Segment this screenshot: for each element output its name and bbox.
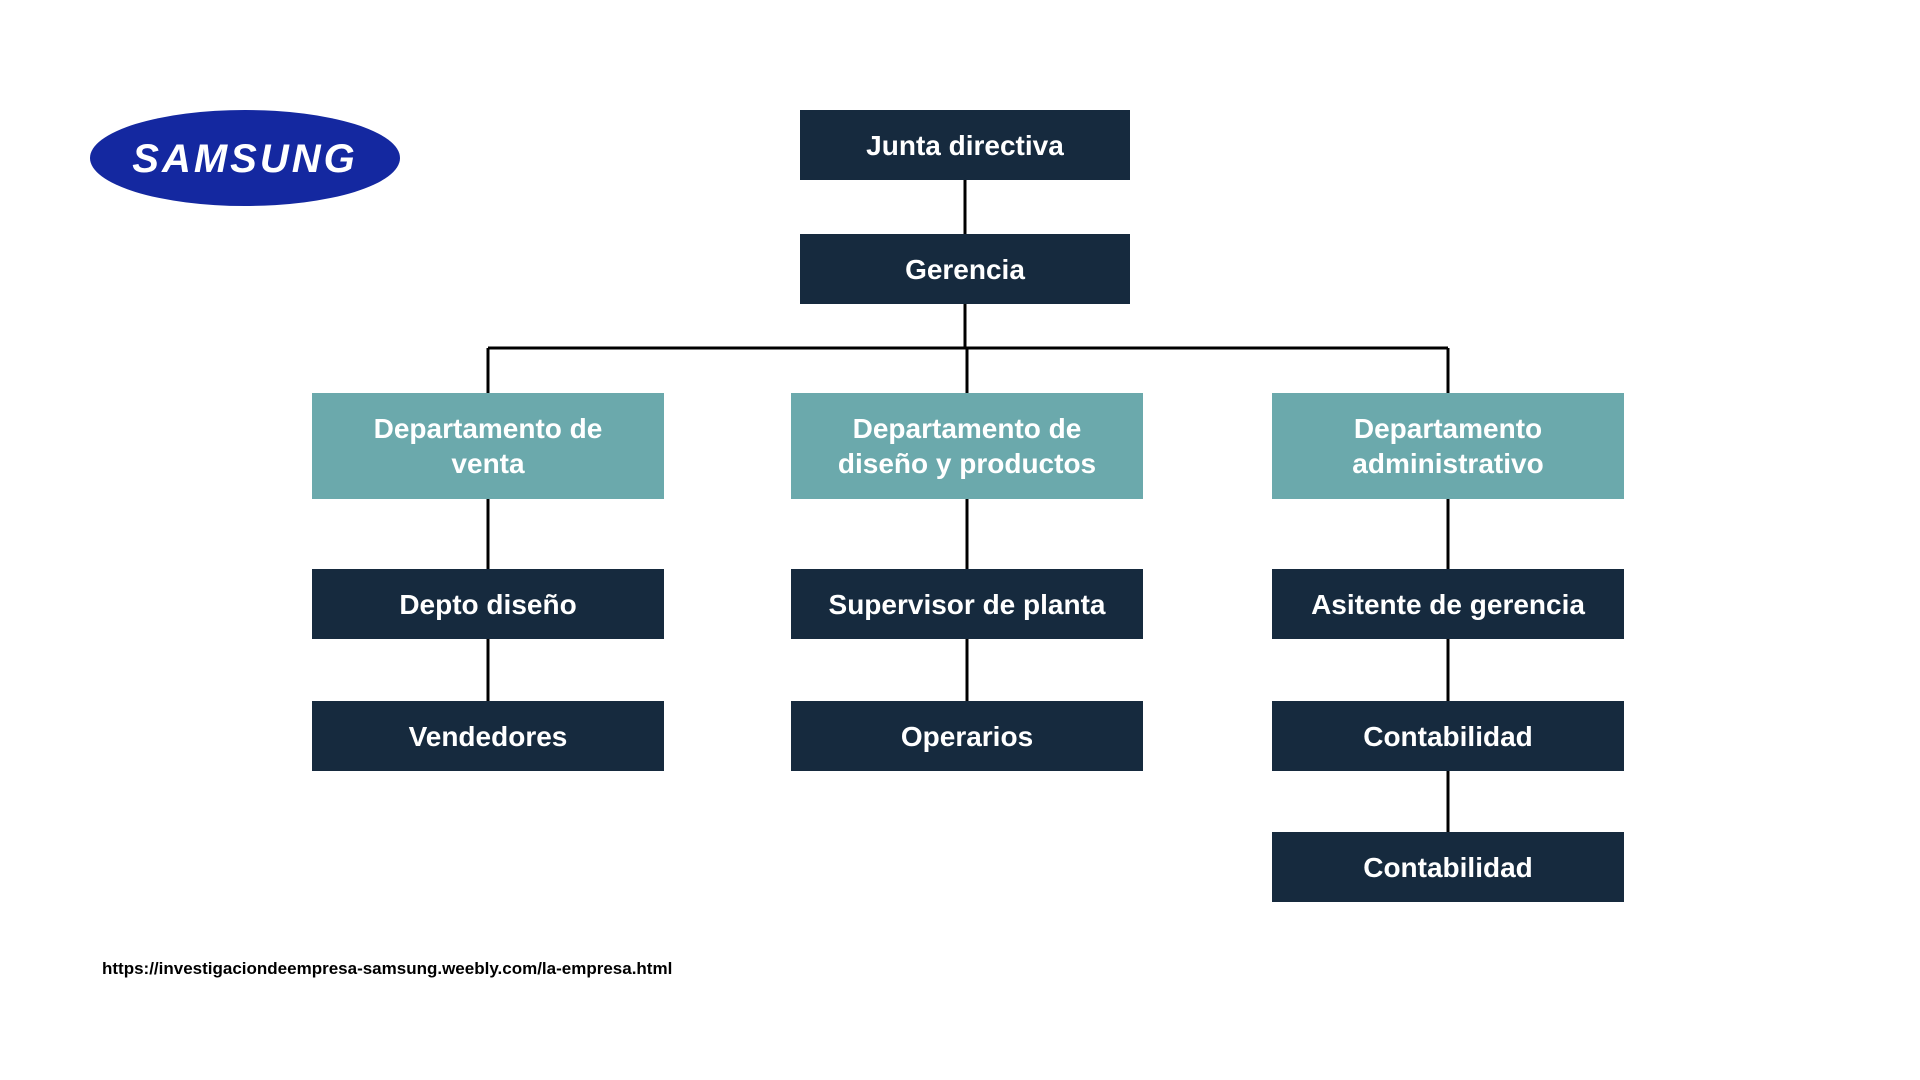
org-node-depto-diseno2: Depto diseño [312, 569, 664, 639]
org-node-asistente: Asitente de gerencia [1272, 569, 1624, 639]
org-node-contab2: Contabilidad [1272, 832, 1624, 902]
org-node-operarios: Operarios [791, 701, 1143, 771]
org-node-vendedores: Vendedores [312, 701, 664, 771]
org-node-dept-venta: Departamento deventa [312, 393, 664, 499]
org-node-junta: Junta directiva [800, 110, 1130, 180]
org-node-dept-admin: Departamentoadministrativo [1272, 393, 1624, 499]
org-node-gerencia: Gerencia [800, 234, 1130, 304]
org-node-dept-diseno: Departamento dediseño y productos [791, 393, 1143, 499]
footer-url: https://investigaciondeempresa-samsung.w… [102, 959, 672, 979]
org-node-supervisor: Supervisor de planta [791, 569, 1143, 639]
logo-text: SAMSUNG [132, 137, 357, 181]
samsung-logo: SAMSUNG [90, 108, 400, 208]
org-node-contab1: Contabilidad [1272, 701, 1624, 771]
